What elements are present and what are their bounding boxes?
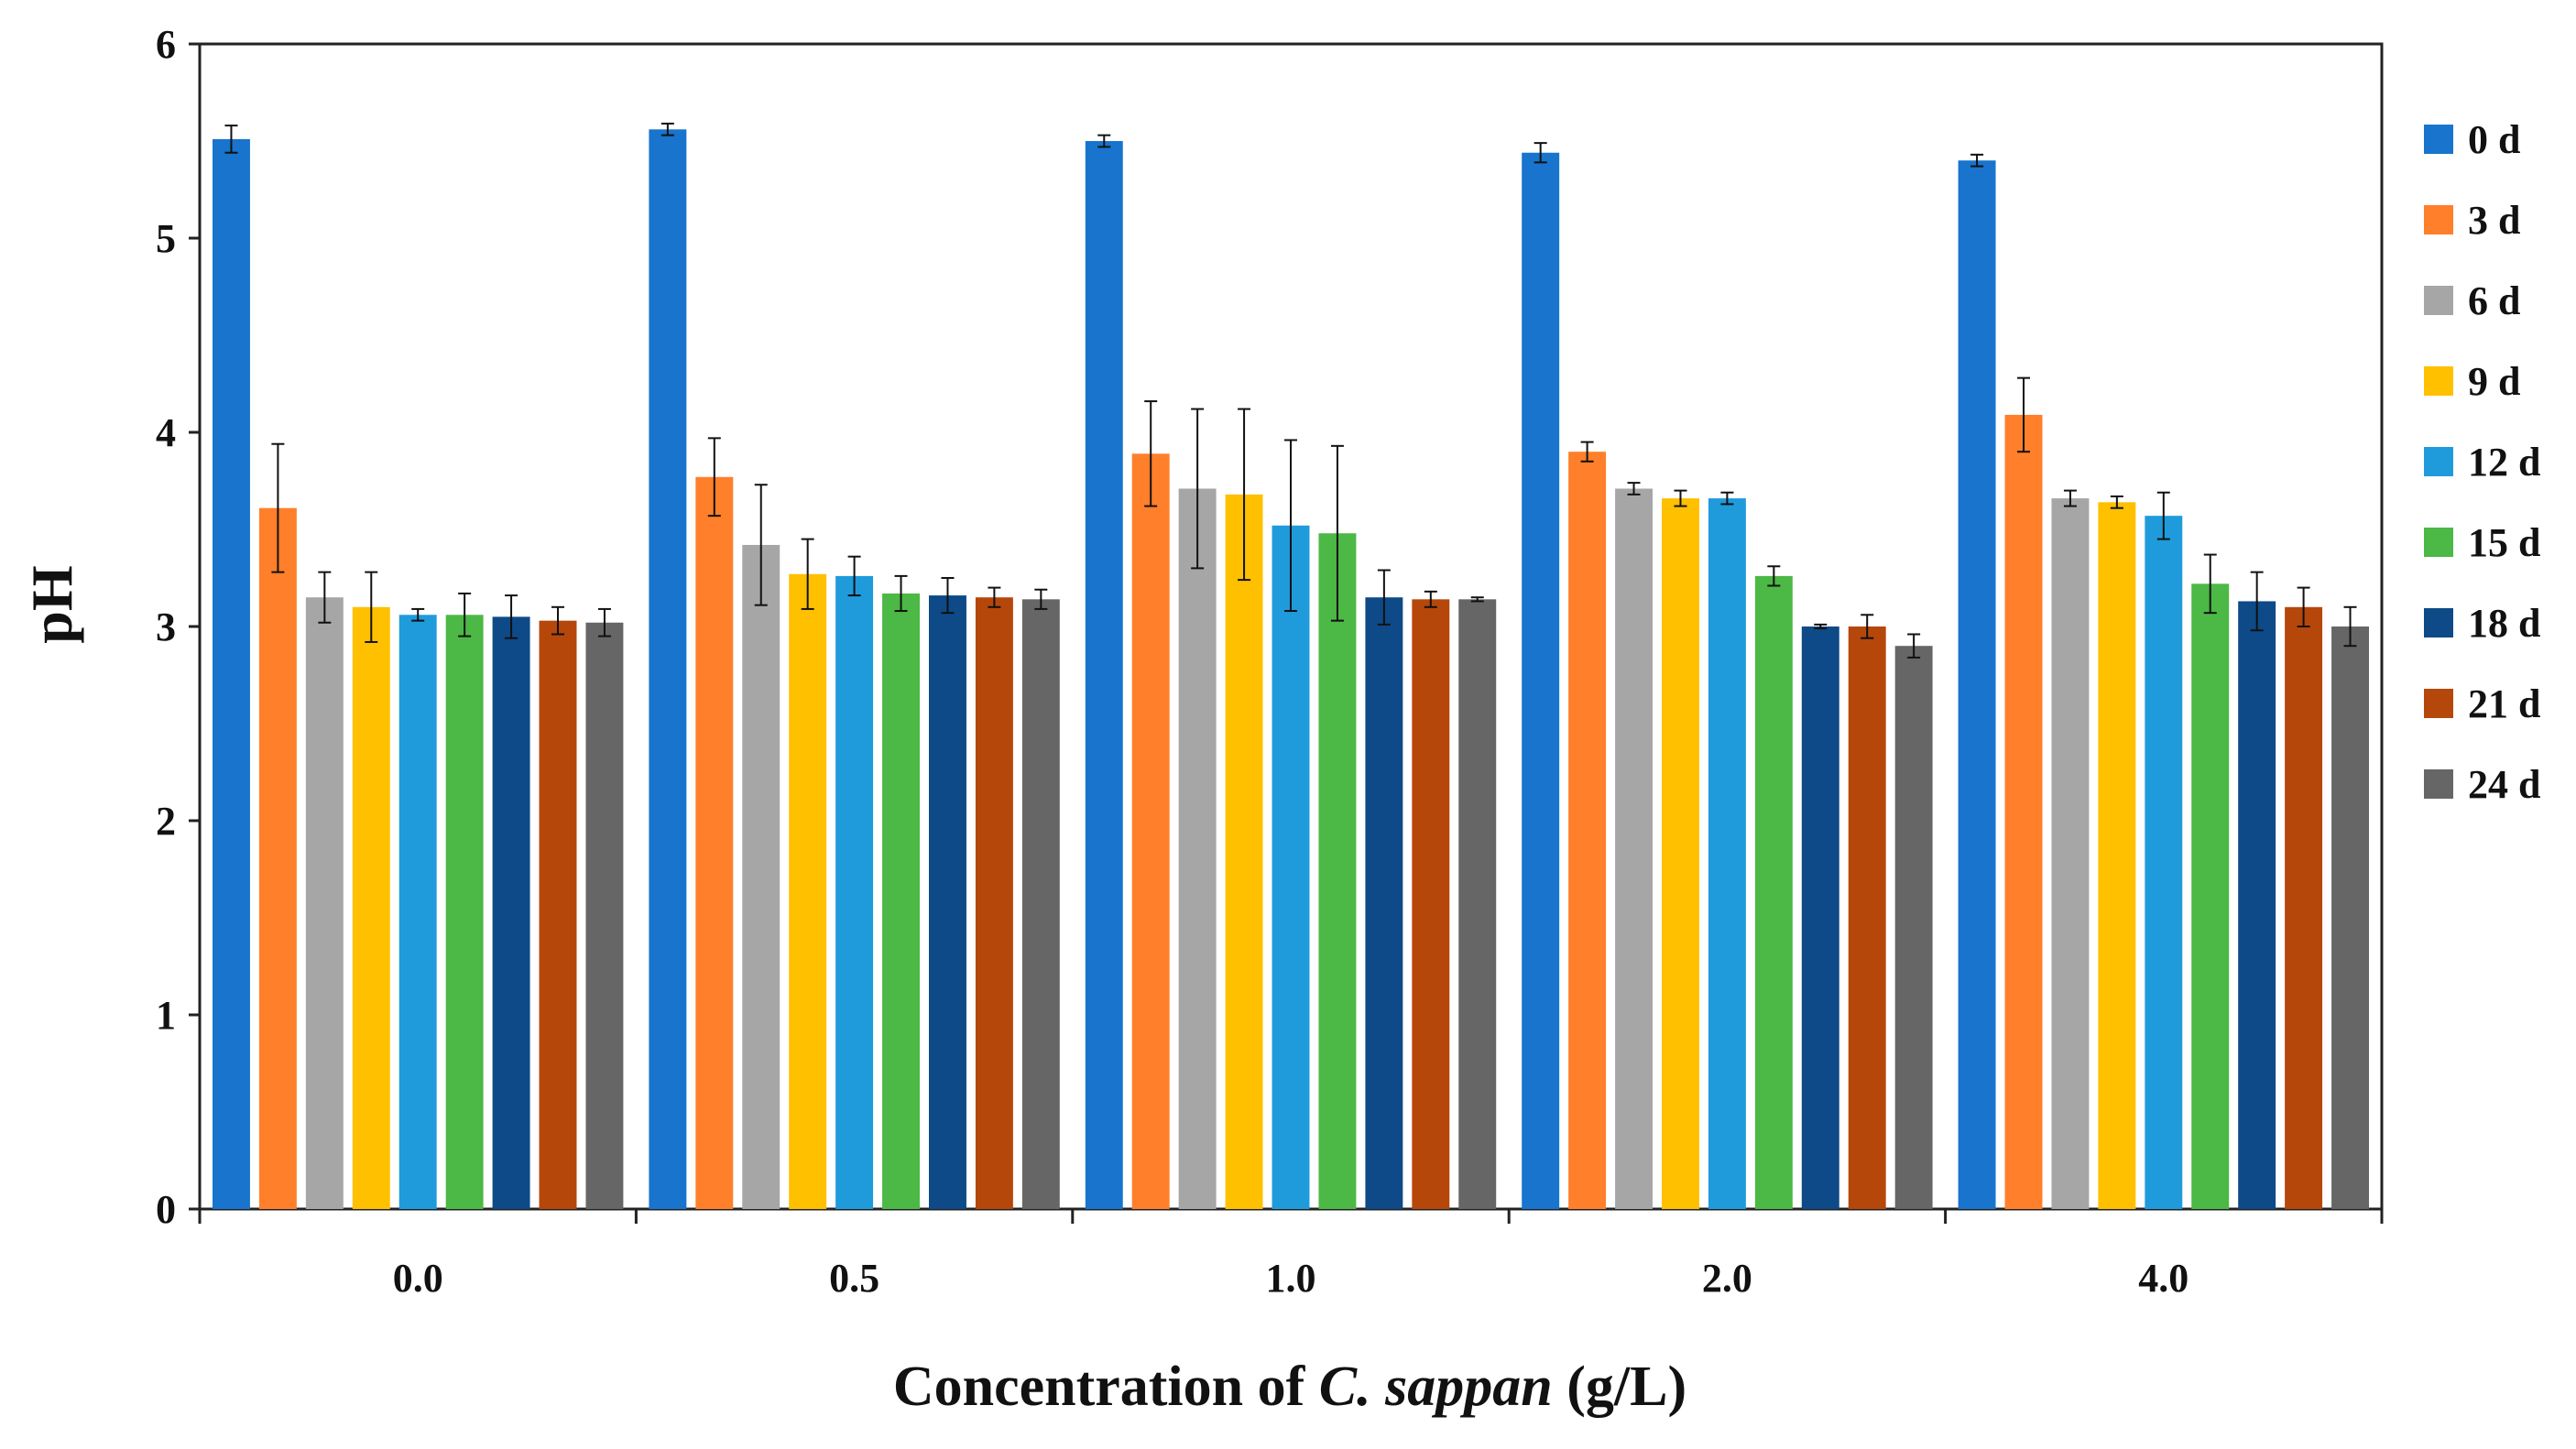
bar — [2331, 626, 2369, 1209]
bar — [2285, 606, 2323, 1209]
legend-swatch — [2424, 608, 2453, 637]
y-tick-label: 5 — [156, 216, 176, 261]
legend-swatch — [2424, 286, 2453, 315]
legend-swatch — [2424, 205, 2453, 234]
bar — [1522, 152, 1560, 1210]
bar — [2191, 583, 2230, 1209]
bar — [398, 615, 437, 1209]
bar — [2098, 502, 2136, 1209]
bar — [1662, 498, 1699, 1209]
bar — [835, 575, 874, 1209]
bar — [1318, 533, 1357, 1209]
bar — [1708, 498, 1746, 1209]
x-tick-label: 0.0 — [393, 1256, 443, 1301]
bar — [1365, 597, 1403, 1209]
bar — [1958, 160, 1996, 1210]
bar — [445, 615, 484, 1209]
bar — [1801, 626, 1839, 1209]
bar — [1848, 626, 1886, 1209]
bar — [1085, 141, 1123, 1209]
y-tick-label: 3 — [156, 605, 176, 649]
error-bars — [224, 122, 2357, 659]
legend-swatch — [2424, 125, 2453, 154]
bar — [585, 622, 624, 1209]
legend-label: 3 d — [2468, 198, 2520, 243]
legend-swatch — [2424, 769, 2453, 799]
bars — [213, 129, 2369, 1210]
legend-label: 21 d — [2468, 681, 2540, 726]
legend: 0 d 3 d 6 d 9 d 12 d 15 d 18 d 21 d 24 d — [2424, 117, 2540, 807]
bar — [975, 597, 1013, 1209]
y-tick-label: 2 — [156, 799, 176, 844]
bar — [1412, 599, 1450, 1209]
legend-swatch — [2424, 447, 2453, 476]
y-axis-title: pH — [19, 565, 84, 643]
legend-label: 9 d — [2468, 359, 2520, 404]
x-axis: 0.0 0.5 1.0 2.0 4.0 — [198, 1209, 2384, 1301]
legend-label: 6 d — [2468, 278, 2520, 323]
bar — [258, 507, 297, 1209]
x-tick-label: 0.5 — [829, 1256, 879, 1301]
x-axis-title-prefix: Concentration of — [893, 1356, 1319, 1418]
bar — [213, 138, 250, 1209]
bar — [2004, 414, 2043, 1209]
bar — [539, 620, 577, 1209]
x-tick-label: 2.0 — [1702, 1256, 1752, 1301]
bar — [649, 129, 687, 1209]
bar — [742, 544, 780, 1209]
bar — [1272, 525, 1310, 1209]
bar — [929, 595, 966, 1209]
legend-label: 0 d — [2468, 117, 2520, 162]
legend-label: 12 d — [2468, 440, 2540, 485]
bar — [1178, 488, 1217, 1209]
bar — [1894, 646, 1933, 1209]
bar — [695, 476, 734, 1209]
bar — [1458, 599, 1497, 1209]
x-tick-label: 4.0 — [2138, 1256, 2189, 1301]
bar — [305, 597, 344, 1209]
bar — [1131, 453, 1170, 1209]
legend-swatch — [2424, 528, 2453, 557]
y-tick-label: 6 — [156, 22, 176, 67]
legend-label: 15 d — [2468, 520, 2540, 565]
x-tick-label: 1.0 — [1266, 1256, 1316, 1301]
bar — [1225, 494, 1263, 1209]
bar — [2145, 516, 2183, 1209]
y-tick-label: 0 — [156, 1187, 176, 1232]
bar — [2238, 601, 2276, 1209]
bar — [2051, 498, 2090, 1209]
bar — [1021, 599, 1060, 1209]
legend-label: 24 d — [2468, 762, 2540, 807]
y-axis: 0 1 2 3 4 5 6 — [156, 22, 200, 1232]
y-tick-label: 4 — [156, 410, 176, 455]
bar — [1615, 488, 1653, 1209]
bar — [492, 616, 530, 1209]
legend-swatch — [2424, 366, 2453, 396]
legend-label: 18 d — [2468, 601, 2540, 646]
x-axis-title-species: C. sappan — [1319, 1356, 1553, 1418]
bar — [789, 573, 827, 1209]
bar — [1568, 452, 1607, 1209]
y-tick-label: 1 — [156, 993, 176, 1038]
bar — [1754, 575, 1793, 1209]
legend-swatch — [2424, 689, 2453, 718]
bar — [882, 593, 920, 1209]
x-axis-title: Concentration of C. sappan (g/L) — [893, 1356, 1686, 1418]
bar — [352, 606, 390, 1209]
x-axis-title-unit: (g/L) — [1553, 1356, 1686, 1418]
